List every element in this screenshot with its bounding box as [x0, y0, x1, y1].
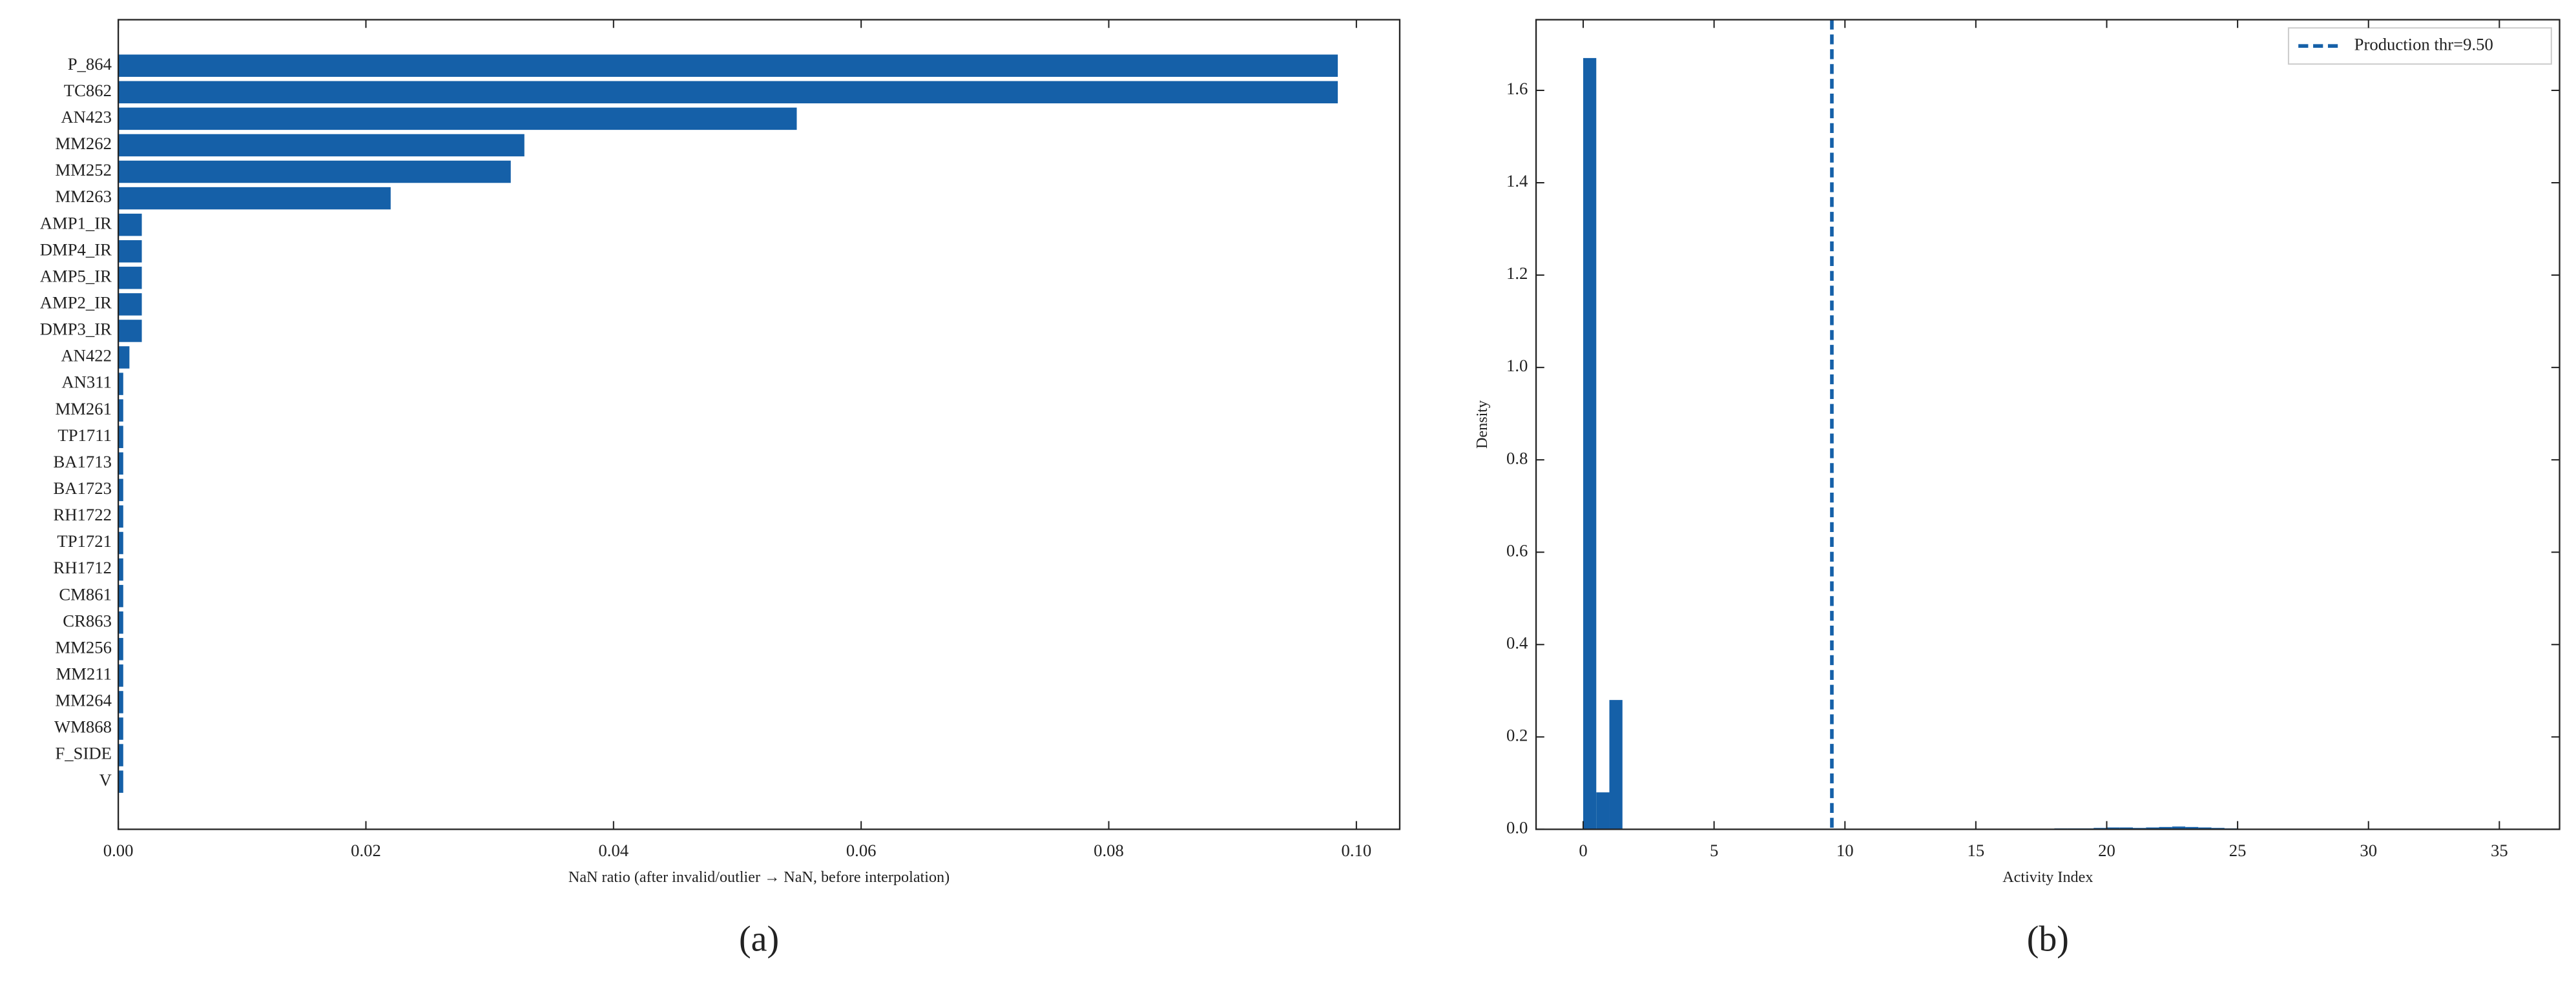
- x-tick-label: 15: [1968, 841, 1985, 860]
- bar: [118, 54, 1338, 77]
- category-label: MM256: [55, 637, 112, 657]
- category-label: RH1712: [53, 558, 111, 577]
- category-label: AN311: [61, 373, 112, 392]
- y-tick-label: 0.2: [1506, 725, 1528, 744]
- bar: [118, 134, 525, 157]
- x-tick-label: 0.04: [598, 841, 628, 860]
- y-tick-label: 1.6: [1506, 79, 1528, 98]
- x-tick-label: 0.10: [1342, 841, 1372, 860]
- y-tick-label: 0.8: [1506, 448, 1528, 467]
- bar: [118, 187, 391, 210]
- bar: [118, 267, 142, 289]
- category-label: DMP3_IR: [40, 320, 112, 339]
- category-label: MM261: [55, 399, 112, 418]
- x-tick-label: 0.06: [846, 841, 877, 860]
- category-label: P_864: [68, 54, 112, 74]
- bar: [118, 160, 511, 183]
- bar: [118, 425, 123, 448]
- histogram-bar: [2106, 827, 2120, 830]
- histogram-bar: [2172, 826, 2186, 830]
- bar: [118, 531, 123, 555]
- category-label: AMP5_IR: [40, 266, 112, 285]
- bar: [118, 293, 142, 316]
- histogram-bar: [1596, 792, 1610, 830]
- x-tick-label: 5: [1710, 841, 1718, 860]
- category-label: BA1713: [53, 452, 111, 471]
- y-axis-label: Density: [1473, 400, 1491, 449]
- category-label: BA1723: [53, 478, 111, 498]
- category-label: TP1711: [57, 425, 112, 445]
- x-tick-label: 20: [2098, 841, 2115, 860]
- x-tick-label: 0.08: [1094, 841, 1124, 860]
- caption: (b): [2027, 919, 2069, 959]
- bar: [118, 107, 797, 130]
- bar: [118, 320, 142, 342]
- bar: [118, 611, 123, 634]
- y-tick-label: 1.0: [1506, 356, 1528, 375]
- axes-frame: [117, 19, 1401, 830]
- y-tick-label: 1.2: [1506, 263, 1528, 283]
- caption: (a): [739, 919, 779, 959]
- x-tick-label: 10: [1836, 841, 1854, 860]
- x-axis-label: Activity Index: [2002, 868, 2093, 886]
- bar: [118, 638, 123, 661]
- category-label: MM211: [56, 664, 112, 683]
- bar: [118, 478, 123, 502]
- bar: [118, 373, 123, 395]
- histogram-bar: [2185, 826, 2199, 830]
- bar: [118, 213, 142, 236]
- category-label: MM252: [55, 160, 112, 179]
- bar: [118, 240, 142, 263]
- x-tick-label: 0.00: [103, 841, 134, 860]
- legend-label: Production thr=9.50: [2354, 34, 2493, 54]
- y-tick-label: 0.4: [1506, 633, 1528, 652]
- category-label: TC862: [64, 81, 112, 100]
- axes-frame: [1535, 19, 2560, 830]
- y-tick-label: 0.0: [1506, 818, 1528, 837]
- bar: [118, 558, 123, 581]
- bar: [118, 584, 123, 608]
- bar: [118, 770, 123, 793]
- bar: [118, 717, 123, 740]
- category-label: AN422: [61, 346, 112, 365]
- category-label: TP1721: [57, 531, 112, 551]
- histogram-bar: [1609, 700, 1623, 830]
- x-axis-label: NaN ratio (after invalid/outlier → NaN, …: [568, 868, 950, 886]
- bar: [118, 81, 1338, 104]
- category-label: AMP1_IR: [40, 213, 112, 232]
- histogram-bar: [2146, 827, 2159, 830]
- category-label: AMP2_IR: [40, 293, 112, 313]
- category-label: CR863: [63, 611, 112, 630]
- bar: [118, 346, 130, 369]
- category-label: DMP4_IR: [40, 240, 112, 259]
- bar: [118, 691, 123, 713]
- histogram-bar: [2159, 826, 2172, 830]
- category-label: WM868: [54, 717, 112, 737]
- category-label: AN423: [61, 107, 112, 127]
- y-tick-label: 0.6: [1506, 540, 1528, 560]
- x-tick-label: 0: [1579, 841, 1587, 860]
- bar: [118, 399, 123, 422]
- category-label: MM264: [55, 691, 112, 710]
- category-label: V: [99, 770, 112, 790]
- histogram-bar: [2198, 827, 2212, 830]
- bar: [118, 505, 123, 528]
- category-label: MM263: [55, 187, 112, 206]
- x-tick-label: 30: [2360, 841, 2377, 860]
- y-tick-label: 1.4: [1506, 171, 1528, 190]
- x-tick-label: 0.02: [351, 841, 381, 860]
- bar: [118, 452, 123, 475]
- x-tick-label: 25: [2229, 841, 2247, 860]
- bar: [118, 664, 123, 687]
- histogram-bar: [1583, 57, 1597, 830]
- category-label: MM262: [55, 134, 112, 153]
- histogram-bar: [2119, 827, 2134, 830]
- bar: [118, 744, 123, 766]
- category-label: F_SIDE: [55, 744, 112, 763]
- category-label: CM861: [59, 584, 112, 604]
- x-tick-label: 35: [2491, 841, 2508, 860]
- category-label: RH1722: [53, 505, 111, 524]
